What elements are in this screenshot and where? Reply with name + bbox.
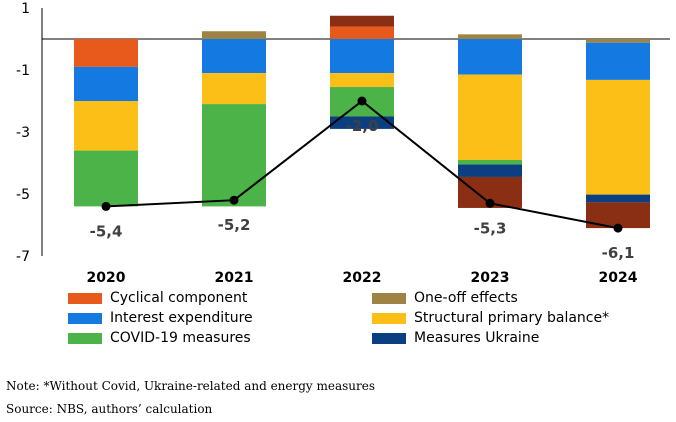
- bar-segment: [74, 150, 138, 207]
- legend-swatch: [68, 312, 102, 324]
- legend-label: Interest expenditure: [110, 310, 253, 326]
- bar-segment: [330, 116, 394, 129]
- x-tick-label: 2023: [471, 270, 510, 286]
- legend-swatch: [372, 332, 406, 344]
- legend-swatch: [68, 292, 102, 304]
- x-tick-label: 2020: [87, 270, 126, 286]
- y-tick-label: -3: [16, 125, 30, 141]
- bar-segment: [202, 73, 266, 105]
- bar-segment: [458, 164, 522, 177]
- legend-swatch: [68, 332, 102, 344]
- bar-segment: [74, 101, 138, 151]
- x-tick-label: 2021: [215, 270, 254, 286]
- total-value-label: -5,4: [90, 222, 123, 240]
- bar-segment: [330, 15, 394, 27]
- legend-label: COVID-19 measures: [110, 330, 251, 346]
- bar-segment: [458, 159, 522, 165]
- bar-segment: [330, 73, 394, 88]
- bar-segment: [586, 42, 650, 80]
- legend-item: Measures Ukraine: [372, 328, 539, 348]
- bar-segment: [330, 26, 394, 39]
- y-tick-label: 1: [21, 1, 30, 17]
- legend-item: Cyclical component: [68, 288, 247, 308]
- legend-swatch: [372, 312, 406, 324]
- total-marker: [357, 96, 367, 106]
- legend-label: Measures Ukraine: [414, 330, 540, 346]
- legend-item: Interest expenditure: [68, 308, 253, 328]
- bar-segment: [458, 34, 522, 39]
- legend-label: Cyclical component: [110, 290, 248, 306]
- total-marker: [613, 223, 623, 233]
- bar-segment: [202, 39, 266, 74]
- bar-segment: [458, 39, 522, 75]
- stacked-bar-chart: 1 -1 -3 -5 -7 2020 2021 2022 2023 2024 -5,4 -5,2 -…: [16, 1, 670, 286]
- y-tick-label: -1: [16, 63, 30, 79]
- total-marker: [229, 195, 239, 205]
- bar-segment: [74, 66, 138, 101]
- total-value-label: -2,0: [346, 117, 379, 135]
- legend-label: Structural primary balance*: [414, 310, 610, 326]
- bar-segment: [330, 39, 394, 74]
- source-note: Source: NBS, authors’ calculation: [6, 402, 213, 416]
- bar-segment: [586, 39, 650, 43]
- x-tick-label: 2022: [343, 270, 382, 286]
- y-tick-label: -5: [16, 187, 30, 203]
- bar-segment: [74, 39, 138, 67]
- bar-segment: [202, 104, 266, 207]
- bar-segment: [202, 31, 266, 39]
- bar-segment: [586, 194, 650, 203]
- total-value-label: -5,3: [474, 219, 507, 237]
- bar-segment: [458, 74, 522, 160]
- total-marker: [485, 198, 495, 208]
- legend-item: Structural primary balance*: [372, 308, 609, 328]
- total-marker: [101, 201, 111, 211]
- bar-segment: [586, 79, 650, 195]
- legend-swatch: [372, 292, 406, 304]
- y-tick-label: -7: [16, 249, 30, 265]
- x-tick-label: 2024: [599, 270, 638, 286]
- footnote: Note: *Without Covid, Ukraine-related an…: [6, 379, 376, 393]
- total-value-label: -5,2: [218, 216, 251, 234]
- legend-label: One-off effects: [414, 290, 518, 306]
- total-value-label: -6,1: [602, 244, 635, 262]
- legend-item: One-off effects: [372, 288, 518, 308]
- legend-item: COVID-19 measures: [68, 328, 251, 348]
